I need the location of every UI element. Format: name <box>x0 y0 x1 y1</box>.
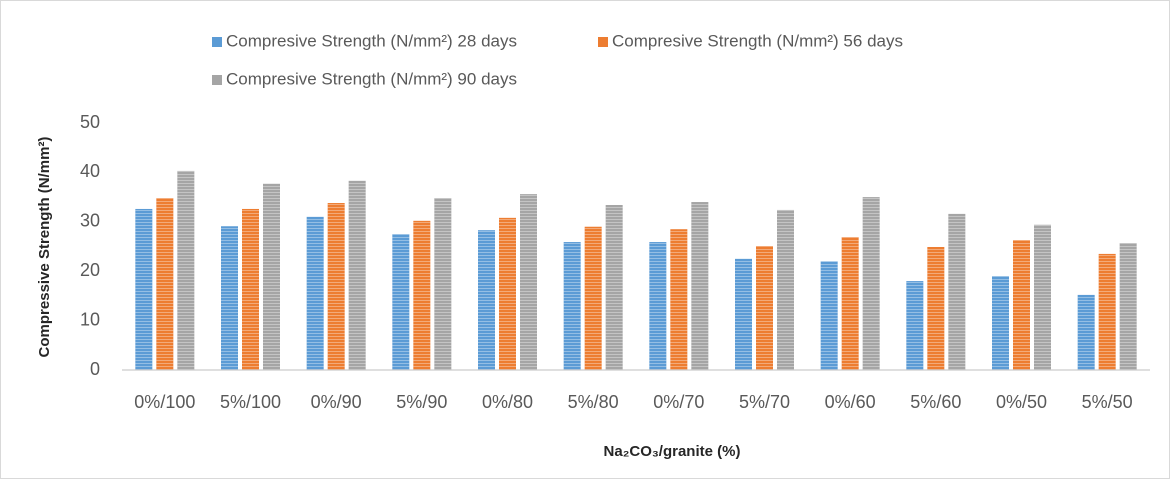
x-tick-label: 0%/100 <box>134 392 195 412</box>
y-tick-label: 20 <box>80 260 100 280</box>
bar <box>1077 294 1095 370</box>
bar <box>392 234 410 370</box>
bar <box>242 208 259 370</box>
legend-label: Compresive Strength (N/mm²) 56 days <box>612 31 903 50</box>
bar <box>263 183 280 370</box>
legend-label: Compresive Strength (N/mm²) 28 days <box>226 31 517 50</box>
bar <box>820 261 838 370</box>
x-tick-label: 5%/90 <box>396 392 447 412</box>
bar <box>670 229 688 370</box>
x-tick-label: 0%/50 <box>996 392 1047 412</box>
bar <box>649 242 667 370</box>
bar <box>1098 253 1116 370</box>
bar <box>756 246 773 370</box>
bar <box>327 203 345 370</box>
bar <box>1119 243 1137 370</box>
bar <box>478 230 495 370</box>
y-tick-label: 50 <box>80 112 100 132</box>
bar <box>992 276 1009 370</box>
bar <box>841 237 859 370</box>
bar <box>434 198 452 370</box>
x-axis-title: Na₂CO₃/granite (%) <box>604 443 741 460</box>
bar <box>499 217 516 370</box>
bar <box>520 194 537 370</box>
y-tick-label: 0 <box>90 359 100 379</box>
x-tick-label: 0%/80 <box>482 392 533 412</box>
bar <box>1013 240 1030 370</box>
bar <box>177 170 195 370</box>
bar <box>927 246 945 370</box>
legend-swatch <box>598 37 608 47</box>
bar <box>135 208 153 370</box>
bar <box>221 226 238 370</box>
legend-label: Compresive Strength (N/mm²) 90 days <box>226 69 517 88</box>
legend-swatch <box>212 75 222 85</box>
y-axis-title: Compressive Strength (N/mm²) <box>36 137 53 358</box>
bar <box>413 220 431 370</box>
y-tick-label: 40 <box>80 161 100 181</box>
bar <box>306 216 324 370</box>
bar <box>348 180 366 370</box>
x-tick-label: 0%/60 <box>825 392 876 412</box>
bar <box>906 281 924 370</box>
legend-swatch <box>212 37 222 47</box>
bar <box>862 197 880 370</box>
x-tick-label: 5%/80 <box>568 392 619 412</box>
x-tick-label: 5%/70 <box>739 392 790 412</box>
bar <box>691 202 709 370</box>
x-tick-label: 0%/90 <box>311 392 362 412</box>
x-tick-label: 5%/100 <box>220 392 281 412</box>
x-tick-label: 5%/50 <box>1082 392 1133 412</box>
bar <box>563 242 581 370</box>
bar <box>735 258 752 370</box>
bar <box>1034 224 1051 370</box>
x-tick-label: 5%/60 <box>910 392 961 412</box>
bar <box>605 205 623 370</box>
y-tick-label: 30 <box>80 211 100 231</box>
x-tick-label: 0%/70 <box>653 392 704 412</box>
bar <box>948 213 966 370</box>
bar <box>584 226 602 370</box>
bar <box>156 198 174 370</box>
y-tick-label: 10 <box>80 309 100 329</box>
bar <box>777 209 794 370</box>
